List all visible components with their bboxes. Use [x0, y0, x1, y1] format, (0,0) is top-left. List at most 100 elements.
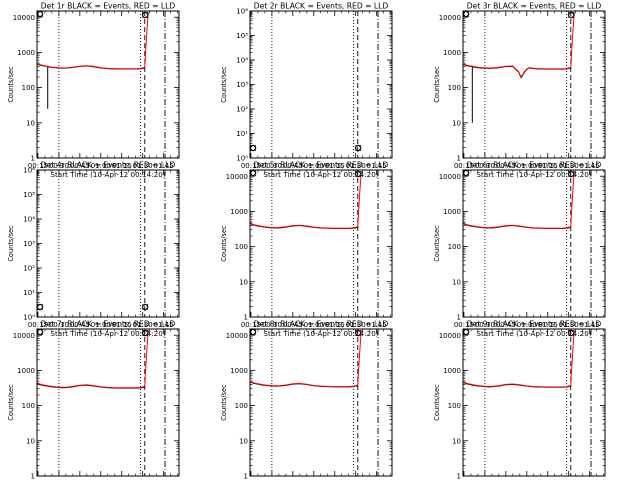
plot-frame	[36, 169, 180, 318]
square-marker	[37, 304, 43, 310]
y-tick-label: 1	[31, 473, 35, 480]
y-axis-label: Counts/sec	[220, 384, 228, 421]
diamond-marker	[249, 169, 257, 177]
y-tick-label: 10⁵	[236, 32, 248, 40]
square-marker	[355, 330, 362, 336]
chart-title: Det 9r BLACK = Events, RED = LLD	[467, 320, 602, 329]
x-tick-label: 01:00	[91, 321, 111, 329]
x-tick-label: 01:15	[325, 321, 345, 329]
x-tick-label: 00:45	[283, 321, 303, 329]
x-tick-label: 01:30	[346, 321, 366, 329]
chart-panel-1: Det 1r BLACK = Events, RED = LLD 1 10 100 10…	[7, 2, 180, 179]
chart-title: Det 6r BLACK = Events, RED = LLD	[467, 161, 602, 170]
y-tick-label: 10²	[23, 265, 35, 273]
plot-frame	[249, 169, 393, 318]
x-tick-label: 00:45	[70, 162, 90, 170]
y-tick-label: 10	[26, 437, 35, 445]
square-marker	[250, 329, 256, 335]
square-marker	[355, 171, 362, 177]
x-tick-label: 00:15	[28, 162, 48, 170]
x-tick-label: 01:30	[559, 162, 579, 170]
plot-frame	[36, 328, 180, 477]
y-tick-label: 10	[239, 278, 248, 286]
square-marker	[355, 145, 362, 151]
chart-panel-9: Det 9r BLACK = Events, RED = LLD 1 10 100 10…	[433, 320, 606, 480]
x-axis-label: Start Time (10-Apr-12 00:14:20)	[263, 170, 378, 179]
diamond-marker	[249, 328, 257, 336]
x-tick-label: 00:30	[475, 162, 495, 170]
x-tick-label: 01:15	[538, 321, 558, 329]
diamond-marker	[354, 329, 362, 337]
chart-title: Det 1r BLACK = Events, RED = LLD	[41, 2, 176, 11]
x-tick-label: 00:30	[49, 162, 69, 170]
square-marker	[250, 170, 256, 176]
chart-title: Det 7r BLACK = Events, RED = LLD	[41, 320, 176, 329]
y-tick-label: 10¹	[23, 289, 35, 297]
x-tick-label: 00:15	[241, 162, 261, 170]
square-marker	[568, 12, 575, 18]
x-tick-label: 00:30	[475, 321, 495, 329]
x-tick-label: 01:45	[367, 162, 387, 170]
square-marker	[568, 330, 575, 336]
lld-series-line	[463, 330, 575, 388]
lld-series-line	[37, 330, 149, 389]
chart-panel-3: Det 3r BLACK = Events, RED = LLD 1 10 100 10…	[433, 2, 606, 179]
diamond-marker	[462, 328, 470, 336]
chart-panel-2: Det 2r BLACK = Events, RED = LLD 10⁰ 10¹ 10…	[220, 2, 393, 179]
plot-frame	[462, 169, 606, 318]
square-marker	[568, 171, 575, 177]
y-tick-label: 10000	[13, 14, 35, 22]
y-tick-label: 10	[26, 119, 35, 127]
plot-frame	[462, 328, 606, 477]
x-tick-label: 01:45	[154, 321, 174, 329]
x-tick-label: 00:45	[283, 162, 303, 170]
x-axis-label: Start Time (10-Apr-12 00:14:20)	[263, 329, 378, 338]
x-tick-label: 00:30	[262, 162, 282, 170]
y-axis-label: Counts/sec	[220, 225, 228, 262]
x-tick-label: 01:45	[580, 162, 600, 170]
y-tick-label: 10⁵	[23, 191, 35, 199]
x-tick-label: 00:15	[454, 321, 474, 329]
y-tick-label: 100	[448, 402, 461, 410]
x-tick-label: 01:45	[580, 321, 600, 329]
x-tick-label: 01:30	[346, 162, 366, 170]
chart-title: Det 3r BLACK = Events, RED = LLD	[467, 2, 602, 11]
plot-frame	[36, 10, 180, 159]
square-marker	[37, 11, 43, 17]
x-tick-label: 01:15	[538, 162, 558, 170]
chart-title: Det 5r BLACK = Events, RED = LLD	[254, 161, 389, 170]
y-tick-label: 10³	[23, 240, 35, 248]
chart-panel-6: Det 6r BLACK = Events, RED = LLD 1 10 100 10…	[433, 161, 606, 338]
y-tick-label: 10¹	[236, 130, 248, 138]
x-tick-label: 00:15	[454, 162, 474, 170]
y-tick-label: 10⁶	[236, 8, 248, 16]
chart-panel-7: Det 7r BLACK = Events, RED = LLD 1 10 100 10…	[7, 320, 180, 480]
x-tick-label: 01:00	[517, 162, 537, 170]
y-axis-label: Counts/sec	[433, 225, 441, 262]
x-tick-label: 01:00	[304, 162, 324, 170]
square-marker	[37, 329, 43, 335]
x-tick-label: 01:00	[517, 321, 537, 329]
y-tick-label: 1000	[443, 208, 461, 216]
diamond-marker	[141, 329, 149, 337]
lld-series-line	[250, 171, 362, 229]
diamond-marker	[567, 329, 575, 337]
square-marker	[463, 11, 469, 17]
y-tick-label: 10000	[13, 332, 35, 340]
x-axis-label: Start Time (10-Apr-12 00:14:20)	[476, 170, 591, 179]
chart-panel-5: Det 5r BLACK = Events, RED = LLD 1 10 100 10…	[220, 161, 393, 338]
diamond-marker	[354, 144, 362, 152]
y-tick-label: 10	[239, 437, 248, 445]
y-tick-label: 10000	[439, 332, 461, 340]
y-tick-label: 1000	[230, 208, 248, 216]
y-tick-label: 10	[452, 437, 461, 445]
x-tick-label: 01:15	[325, 162, 345, 170]
diamond-marker	[141, 11, 149, 19]
y-tick-label: 1	[457, 155, 461, 163]
x-tick-label: 01:00	[91, 162, 111, 170]
x-tick-label: 01:30	[133, 321, 153, 329]
x-tick-label: 00:15	[241, 321, 261, 329]
y-tick-label: 1	[31, 155, 35, 163]
lld-series-line	[250, 330, 362, 388]
y-tick-label: 1000	[230, 367, 248, 375]
